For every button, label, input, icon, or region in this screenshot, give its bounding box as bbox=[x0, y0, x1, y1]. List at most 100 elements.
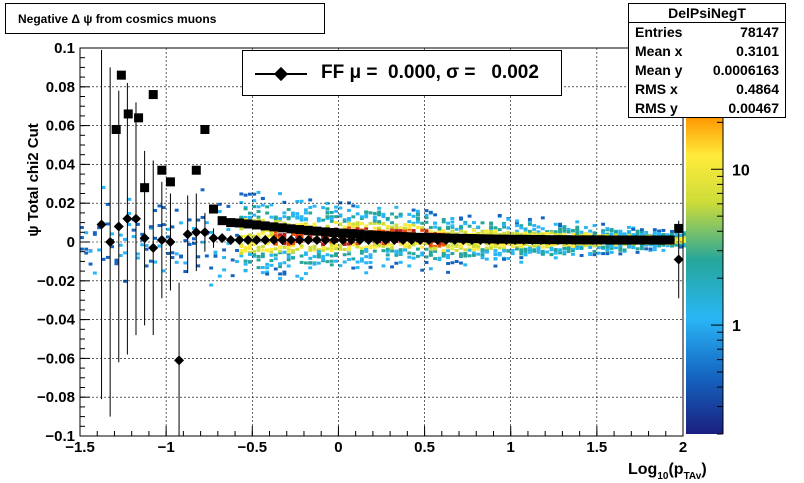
heatmap-cell bbox=[247, 245, 252, 249]
heatmap-cell bbox=[299, 260, 304, 264]
heatmap-cell bbox=[407, 227, 412, 231]
heatmap-cell bbox=[553, 256, 558, 260]
heatmap-cell bbox=[372, 244, 377, 248]
mean-diamond-marker bbox=[130, 213, 141, 224]
heatmap-cell bbox=[459, 252, 463, 256]
heatmap-cell bbox=[519, 242, 524, 246]
mean-diamond-marker bbox=[561, 235, 572, 246]
heatmap-cell bbox=[329, 243, 334, 247]
heatmap-cell bbox=[454, 260, 459, 264]
heatmap-cell bbox=[618, 229, 623, 233]
heatmap-cell bbox=[308, 211, 313, 215]
heatmap-cell bbox=[571, 247, 575, 251]
heatmap-cell bbox=[558, 230, 562, 234]
heatmap-cell bbox=[334, 221, 338, 225]
heatmap-cell bbox=[575, 231, 580, 235]
heatmap-cell bbox=[540, 252, 545, 256]
heatmap-cell bbox=[627, 225, 631, 229]
heatmap-cell bbox=[278, 251, 283, 255]
heatmap-cell bbox=[321, 218, 326, 222]
heatmap-cell bbox=[329, 254, 334, 258]
heatmap-cell bbox=[183, 239, 188, 243]
heatmap-cell bbox=[183, 270, 188, 274]
heatmap-cell bbox=[471, 251, 476, 255]
heatmap-cell bbox=[506, 242, 511, 246]
heatmap-cell bbox=[243, 215, 248, 219]
heatmap-cell bbox=[480, 221, 485, 225]
mean-diamond-marker bbox=[165, 237, 176, 247]
heatmap-cell bbox=[347, 208, 351, 212]
heatmap-cell bbox=[515, 247, 519, 251]
heatmap-cell bbox=[161, 269, 166, 273]
heatmap-cell bbox=[286, 258, 291, 262]
heatmap-cell bbox=[256, 215, 261, 219]
heatmap-cell bbox=[506, 249, 511, 253]
heatmap-cell bbox=[273, 230, 278, 234]
heatmap-cell bbox=[592, 232, 597, 236]
heatmap-cell bbox=[256, 258, 261, 262]
rms-square-marker bbox=[252, 220, 262, 230]
mean-diamond-marker bbox=[113, 221, 124, 232]
heatmap-cell bbox=[243, 207, 248, 211]
heatmap-cell bbox=[683, 242, 687, 246]
heatmap-cell bbox=[148, 225, 153, 229]
heatmap-cell bbox=[295, 199, 300, 203]
heatmap-cell bbox=[291, 212, 295, 216]
heatmap-cell bbox=[394, 229, 399, 233]
heatmap-cell bbox=[639, 247, 644, 251]
heatmap-cell bbox=[269, 263, 274, 267]
heatmap-cell bbox=[372, 226, 377, 230]
heatmap-cell bbox=[407, 264, 412, 268]
heatmap-cell bbox=[286, 244, 291, 248]
heatmap-cell bbox=[265, 205, 270, 209]
mean-diamond-marker bbox=[578, 235, 589, 246]
heatmap-cell bbox=[459, 242, 463, 246]
heatmap-cell bbox=[372, 216, 377, 220]
heatmap-cell bbox=[489, 231, 494, 235]
heatmap-cell bbox=[601, 222, 606, 226]
heatmap-cell bbox=[381, 222, 386, 226]
heatmap-cell bbox=[359, 216, 364, 220]
mean-diamond-marker bbox=[191, 227, 202, 238]
mean-diamond-marker bbox=[630, 235, 641, 246]
heatmap-cell bbox=[372, 245, 377, 249]
heatmap-cell bbox=[243, 269, 248, 273]
heatmap-cell bbox=[390, 225, 394, 229]
heatmap-cell bbox=[312, 204, 317, 208]
mean-diamond-marker bbox=[294, 235, 305, 246]
z-tick-label: 10 bbox=[732, 162, 750, 179]
heatmap-cell bbox=[536, 230, 541, 234]
heatmap-cell bbox=[329, 259, 334, 263]
heatmap-cell bbox=[639, 230, 644, 234]
heatmap-cell bbox=[217, 274, 222, 278]
heatmap-cell bbox=[295, 274, 300, 278]
mean-diamond-marker bbox=[665, 235, 676, 246]
heatmap-cell bbox=[661, 233, 666, 237]
heatmap-cell bbox=[286, 241, 291, 245]
heatmap-cell bbox=[299, 215, 304, 219]
heatmap-cell bbox=[437, 244, 442, 248]
heatmap-cell bbox=[467, 224, 472, 228]
heatmap-cell bbox=[325, 253, 330, 257]
rms-square-marker bbox=[157, 165, 167, 175]
heatmap-cell bbox=[484, 230, 489, 234]
heatmap-cell bbox=[299, 217, 304, 221]
heatmap-cell bbox=[411, 214, 416, 218]
heatmap-cell bbox=[385, 249, 390, 253]
heatmap-cell bbox=[338, 206, 343, 210]
heatmap-cell bbox=[571, 249, 575, 253]
heatmap-cell bbox=[523, 250, 528, 254]
heatmap-cell bbox=[575, 246, 580, 250]
heatmap-cell bbox=[355, 212, 360, 216]
legend-diamond-marker bbox=[273, 66, 289, 82]
heatmap-cell bbox=[515, 245, 519, 249]
x-tick-label: 2 bbox=[679, 439, 687, 456]
heatmap-cell bbox=[312, 222, 317, 226]
heatmap-cell bbox=[381, 264, 386, 268]
heatmap-cell bbox=[278, 276, 283, 280]
heatmap-cell bbox=[639, 243, 644, 247]
rms-square-marker bbox=[243, 219, 253, 229]
heatmap-cell bbox=[502, 225, 506, 229]
heatmap-cell bbox=[515, 229, 519, 233]
heatmap-cell bbox=[502, 231, 506, 235]
